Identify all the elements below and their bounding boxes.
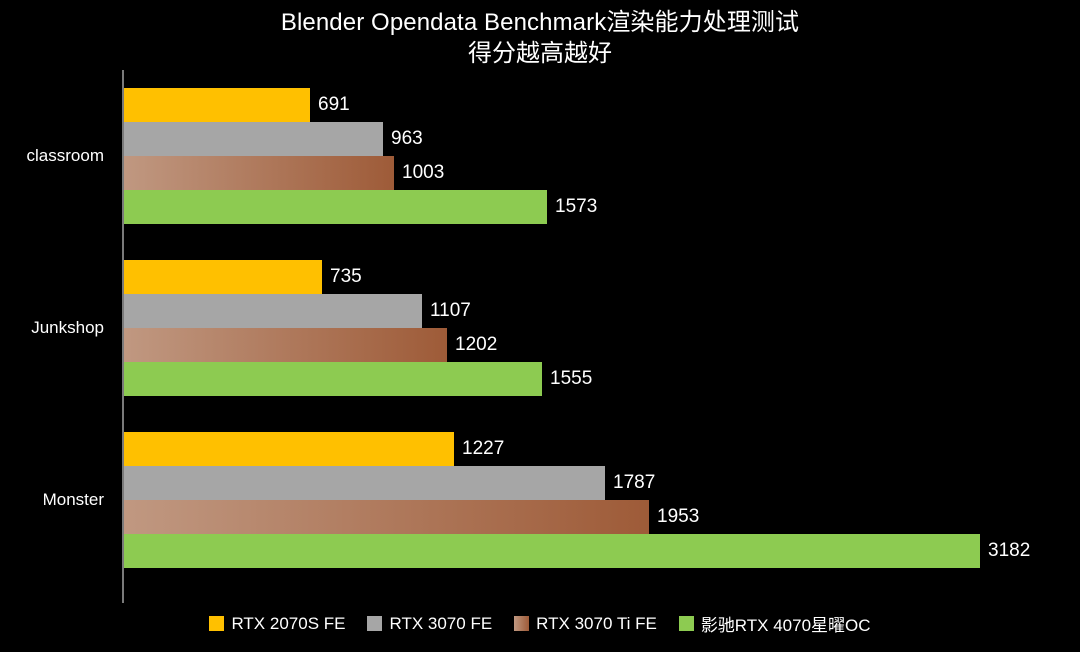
chart-title: Blender Opendata Benchmark渲染能力处理测试 [280,9,800,36]
bar-junkshop-1 [124,294,422,328]
bar-row: 691 [124,88,1074,122]
bar-junkshop-0 [124,260,322,294]
y-axis-line [122,70,124,603]
legend-swatch-icon [678,616,694,631]
bar-row: 1555 [124,362,1074,396]
category-label: classroom [26,146,104,165]
legend-label: RTX 3070 Ti FE [536,613,657,633]
chart-subtitle: 得分越高越好 [468,39,612,67]
category-label: Junkshop [31,318,104,337]
bar-row: 1953 [124,500,1074,534]
bar-value-label: 735 [330,266,362,287]
bar-value-label: 1573 [555,196,598,217]
chart-title-block: Blender Opendata Benchmark渲染能力处理测试 得分越高越… [0,8,1080,69]
legend-item-0[interactable]: RTX 2070S FE [209,614,345,634]
bar-value-label: 691 [318,94,350,115]
bar-value-label: 1107 [430,300,471,321]
bar-row: 1227 [124,432,1074,466]
plot-area: 691 963 1003 1573 735 1107 1202 1555 1227 1787 195… [122,70,1074,603]
bar-monster-0 [124,432,454,466]
bar-value-label: 1202 [455,334,498,355]
legend-label: 影驰RTX 4070星曜OC [700,616,871,635]
bar-classroom-1 [124,122,383,156]
bar-value-label: 1787 [613,472,656,493]
bar-row: 963 [124,122,1074,156]
bar-row: 3182 [124,534,1074,568]
bar-classroom-0 [124,88,310,122]
bar-classroom-3 [124,190,547,224]
bar-monster-2 [124,500,649,534]
bar-row: 1202 [124,328,1074,362]
legend-item-2[interactable]: RTX 3070 Ti FE [514,614,657,634]
legend-swatch-icon [367,616,383,631]
bar-row: 1573 [124,190,1074,224]
bar-value-label: 1953 [657,506,700,527]
legend-item-3[interactable]: 影驰RTX 4070星曜OC [678,611,871,636]
legend-label: RTX 3070 FE [389,613,493,633]
legend-swatch-icon [209,616,225,631]
bar-monster-3 [124,534,980,568]
legend-swatch-icon [514,616,530,631]
bar-value-label: 1003 [402,162,445,183]
bar-row: 1003 [124,156,1074,190]
legend-item-1[interactable]: RTX 3070 FE [367,614,492,634]
bar-junkshop-2 [124,328,447,362]
bar-value-label: 3182 [988,540,1031,561]
bar-value-label: 963 [391,128,423,149]
category-label: Monster [42,490,104,509]
bar-value-label: 1555 [550,368,593,389]
bar-row: 1107 [124,294,1074,328]
y-axis-category-labels: classroom Junkshop Monster [0,70,112,603]
bar-classroom-2 [124,156,394,190]
bar-row: 735 [124,260,1074,294]
bar-junkshop-3 [124,362,542,396]
legend-label: RTX 2070S FE [231,613,346,633]
bar-monster-1 [124,466,605,500]
bar-row: 1787 [124,466,1074,500]
bar-value-label: 1227 [462,438,505,459]
chart-legend: RTX 2070S FE RTX 3070 FE RTX 3070 Ti FE 影驰R… [0,611,1080,636]
